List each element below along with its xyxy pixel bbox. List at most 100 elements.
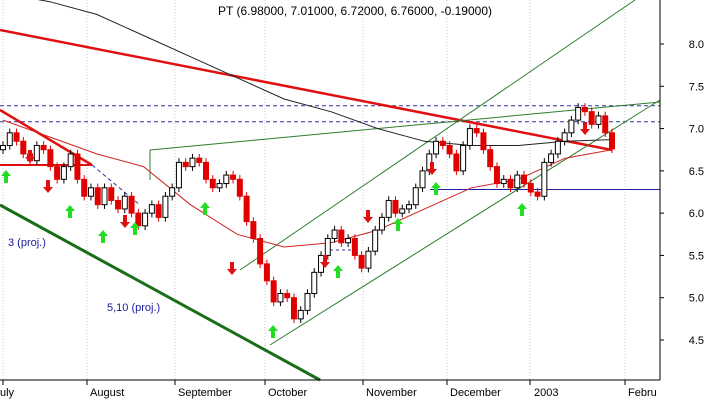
candle-down bbox=[250, 221, 257, 240]
candle-up bbox=[466, 128, 473, 146]
candle-up bbox=[548, 153, 555, 163]
candle-up bbox=[568, 119, 575, 134]
candle-down bbox=[13, 132, 20, 142]
channel-upper-flat bbox=[149, 101, 661, 151]
candle-down bbox=[263, 263, 270, 282]
candle-down bbox=[284, 292, 291, 299]
candle-up bbox=[324, 238, 331, 256]
candle-down bbox=[439, 140, 446, 146]
candle-up bbox=[575, 106, 582, 121]
candle-down bbox=[20, 140, 27, 155]
candle-up bbox=[372, 229, 379, 252]
sell-signal-arrow bbox=[320, 255, 330, 268]
candle-down bbox=[581, 106, 588, 113]
sell-signal-arrow bbox=[25, 150, 35, 163]
candle-down bbox=[209, 178, 216, 189]
candle-up bbox=[412, 187, 419, 206]
buy-signal-arrow bbox=[268, 325, 278, 338]
candle-down bbox=[480, 132, 487, 151]
x-tick-label: Febru bbox=[628, 387, 657, 399]
candle-down bbox=[609, 132, 615, 150]
projection-label-left: 3 (proj.) bbox=[8, 237, 46, 249]
candle-down bbox=[155, 204, 162, 218]
sell-signal-arrow bbox=[580, 122, 590, 135]
x-tick-label: October bbox=[268, 387, 307, 399]
candle-down bbox=[290, 297, 297, 320]
sell-signal-arrow bbox=[427, 162, 437, 175]
candle-up bbox=[121, 195, 128, 210]
candle-up bbox=[223, 174, 230, 185]
candle-down bbox=[203, 161, 209, 180]
candle-up bbox=[304, 292, 311, 311]
candle-up bbox=[385, 199, 392, 218]
candle-down bbox=[74, 153, 81, 180]
candle-up bbox=[595, 115, 602, 125]
buy-signal-arrow bbox=[393, 218, 403, 231]
candle-down bbox=[602, 115, 609, 134]
candle-up bbox=[60, 166, 67, 180]
candle-down bbox=[196, 157, 203, 163]
candle-up bbox=[378, 216, 385, 231]
candle-down bbox=[257, 238, 264, 265]
buy-signal-arrow bbox=[431, 182, 441, 195]
candle-down bbox=[358, 254, 365, 269]
candle-up bbox=[148, 204, 155, 214]
x-tick-label: August bbox=[90, 387, 124, 399]
candle-down bbox=[128, 195, 135, 214]
candle-up bbox=[311, 271, 318, 294]
candle-up bbox=[460, 144, 467, 172]
downtrend-line bbox=[0, 28, 613, 152]
x-tick-label: November bbox=[366, 387, 417, 399]
buy-signal-arrow bbox=[65, 205, 75, 218]
buy-signal-arrow bbox=[517, 203, 527, 216]
candle-down bbox=[338, 229, 345, 244]
candle-down bbox=[81, 178, 88, 197]
long-term-moving-average bbox=[37, 0, 613, 146]
y-tick-label: 4.5 bbox=[689, 335, 704, 347]
x-tick-label: December bbox=[450, 387, 501, 399]
candles bbox=[0, 103, 615, 324]
candle-down bbox=[351, 238, 358, 256]
x-tick-label: uly bbox=[0, 387, 15, 399]
candle-down bbox=[115, 199, 122, 210]
y-tick-label: 7.5 bbox=[689, 81, 704, 93]
sell-signal-arrow bbox=[227, 262, 237, 275]
candle-up bbox=[162, 195, 169, 218]
candle-up bbox=[87, 187, 94, 197]
candle-up bbox=[419, 170, 426, 189]
candle-down bbox=[236, 178, 243, 197]
candle-up bbox=[67, 153, 74, 168]
candle-up bbox=[101, 187, 108, 206]
candle-up bbox=[345, 238, 352, 244]
candle-up bbox=[297, 309, 304, 320]
channel-lower-rising bbox=[269, 99, 661, 346]
candle-down bbox=[588, 111, 595, 125]
buy-signal-arrow bbox=[200, 202, 210, 215]
candle-down bbox=[487, 149, 494, 168]
candle-up bbox=[541, 161, 548, 197]
candle-down bbox=[54, 166, 61, 180]
candle-up bbox=[433, 140, 440, 155]
candle-down bbox=[453, 153, 460, 172]
candle-up bbox=[406, 204, 412, 210]
candle-up bbox=[514, 174, 521, 189]
y-tick-label: 5.5 bbox=[689, 250, 704, 262]
candle-up bbox=[189, 157, 196, 168]
candle-up bbox=[0, 144, 6, 151]
y-tick-label: 8.0 bbox=[689, 39, 704, 51]
candle-down bbox=[40, 144, 47, 151]
channel-upper-rising bbox=[239, 0, 636, 271]
buy-signal-arrow bbox=[1, 170, 11, 183]
candle-down bbox=[527, 183, 534, 193]
candle-up bbox=[331, 229, 338, 240]
candle-up bbox=[554, 140, 561, 155]
buy-signal-arrow bbox=[130, 222, 140, 235]
sell-signal-arrow bbox=[363, 210, 373, 223]
candle-down bbox=[230, 174, 237, 180]
buy-signal-arrow bbox=[98, 230, 108, 243]
candle-up bbox=[169, 187, 176, 197]
y-tick-label: 6.5 bbox=[689, 166, 704, 178]
candle-up bbox=[561, 132, 568, 142]
